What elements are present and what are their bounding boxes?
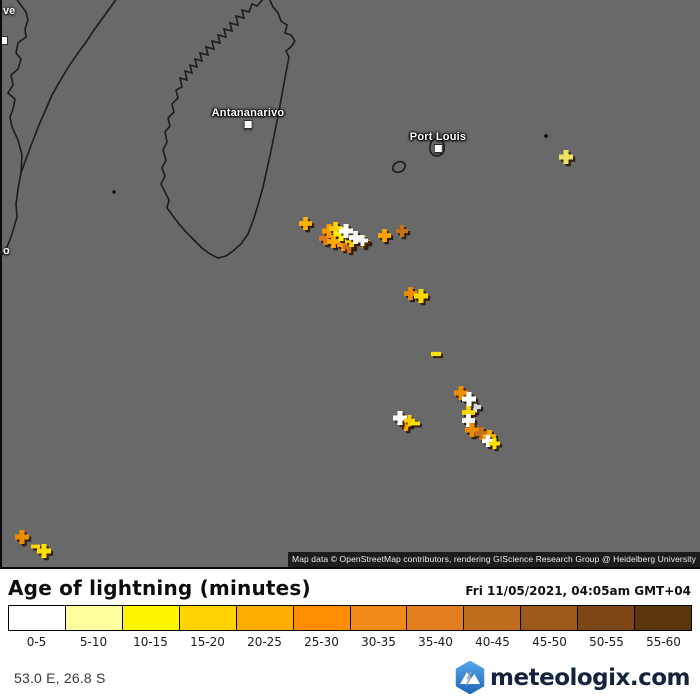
legend-color-cell (178, 605, 237, 631)
legend-color-cell (8, 605, 66, 631)
timestamp: Fri 11/05/2021, 04:05am GMT+04 (465, 584, 691, 598)
edge-city-label: ve (3, 5, 16, 17)
meteologix-logo[interactable]: meteologix.com (455, 661, 690, 694)
legend-color-cell (292, 605, 351, 631)
legend-tick-label: 55-60 (646, 635, 681, 649)
legend-tick-label: 10-15 (133, 635, 168, 649)
coast-africa (2, 0, 117, 256)
legend-tick-label: 45-50 (532, 635, 567, 649)
legend-tick-label: 25-30 (304, 635, 339, 649)
island-dot (112, 190, 116, 194)
legend-header: Age of lightning (minutes) Fri 11/05/202… (0, 569, 700, 604)
legend-tick-label: 20-25 (247, 635, 282, 649)
cursor-coordinates: 53.0 E, 26.8 S (14, 669, 106, 686)
lightning-map[interactable]: Antananarivo Port Louis ve o Map data © Op… (0, 0, 700, 569)
legend-color-cell (520, 605, 579, 631)
island-rodrigues-dot (544, 134, 548, 138)
legend-color-cell (64, 605, 123, 631)
coast-africa-north (6, 0, 29, 174)
legend-tick-label: 50-55 (589, 635, 624, 649)
coast-madagascar (160, 0, 296, 259)
legend-color-cell (463, 605, 522, 631)
legend-tick-label: 35-40 (418, 635, 453, 649)
legend-color-cell (577, 605, 636, 631)
legend-tick-label: 30-35 (361, 635, 396, 649)
legend-color-cell (349, 605, 408, 631)
meteologix-hexagon-icon (455, 661, 485, 694)
legend-tick-label: 40-45 (475, 635, 510, 649)
brand-name: meteologix.com (490, 664, 690, 691)
edge-city-square-icon (2, 36, 8, 45)
legend-color-cell (121, 605, 180, 631)
legend-color-cell (634, 605, 693, 631)
legend-title: Age of lightning (minutes) (8, 576, 311, 600)
legend-tick-label: 15-20 (190, 635, 225, 649)
coastlines (2, 0, 548, 259)
legend-tick-label: 5-10 (79, 635, 108, 649)
map-attribution[interactable]: Map data © OpenStreetMap contributors, r… (288, 552, 700, 567)
legend-tick-labels: 0-5 5-10 10-15 15-20 20-25 25-30 30-35 35-40 40-… (8, 631, 692, 649)
legend-color-bar (8, 605, 693, 631)
legend-color-cell (406, 605, 465, 631)
coast-reunion (391, 160, 407, 174)
legend-panel: Age of lightning (minutes) Fri 11/05/202… (0, 569, 700, 700)
edge-city-label: o (3, 245, 10, 257)
legend-color-cell (235, 605, 294, 631)
coast-mauritius (429, 137, 445, 157)
footer: 53.0 E, 26.8 S meteologix.com (0, 649, 700, 694)
legend-tick-label: 0-5 (26, 635, 47, 649)
